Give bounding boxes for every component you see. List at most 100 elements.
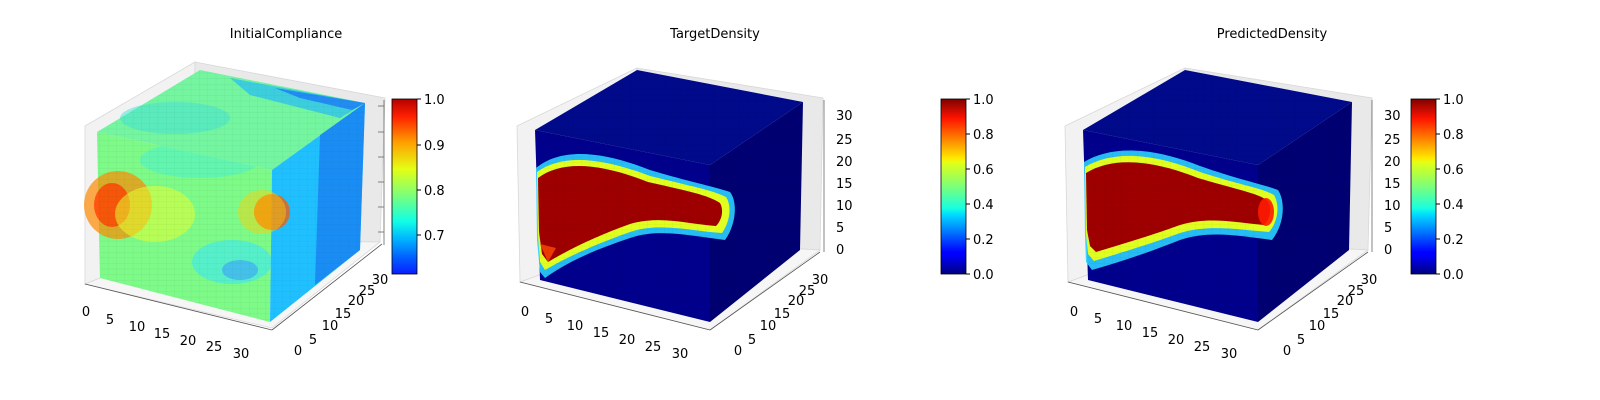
x-tick-label: 25 — [206, 340, 223, 355]
colorbar-tick-label: 0.0 — [1443, 268, 1464, 283]
panel-target-density: TargetDensity 0 5 10 15 — [516, 27, 994, 362]
colorbar-tick-label: 0.2 — [1443, 233, 1464, 248]
y-tick-label: 30 — [812, 273, 829, 288]
x-tick-label: 20 — [619, 333, 636, 348]
x-tick-label: 10 — [129, 320, 146, 335]
z-tick-label: 0 — [836, 243, 844, 258]
z-tick-label: 20 — [836, 155, 853, 170]
colorbar: 1.0 0.8 0.6 0.4 0.2 0.0 — [940, 93, 994, 283]
y-tick-label: 0 — [734, 344, 742, 359]
x-tick-label: 15 — [593, 326, 610, 341]
x-tick-label: 30 — [672, 347, 689, 362]
panel-predicted-density: PredictedDensity 0 5 10 15 — [1064, 27, 1464, 362]
y-axis: 0 5 10 15 20 25 30 — [1257, 251, 1378, 359]
z-tick-label: 10 — [1384, 199, 1401, 214]
y-axis: 0 5 10 15 20 25 30 — [709, 251, 829, 359]
x-axis: 0 5 10 15 20 25 30 — [519, 281, 711, 362]
panel-title: InitialCompliance — [230, 27, 343, 42]
y-tick-label: 25 — [1348, 284, 1365, 299]
x-tick-label: 0 — [521, 305, 529, 320]
z-tick-label: 25 — [836, 133, 853, 148]
colorbar-tick-label: 0.0 — [973, 268, 994, 283]
colorbar-tick-label: 0.4 — [1443, 198, 1464, 213]
colorbar-tick-label: 0.7 — [424, 229, 445, 244]
cube-right-face — [238, 103, 365, 322]
cube-top-face — [1083, 70, 1352, 165]
panel-initial-compliance: InitialCompliance — [82, 27, 445, 362]
z-tick-label: 30 — [1384, 109, 1401, 124]
y-tick-label: 5 — [748, 333, 756, 348]
x-tick-label: 0 — [1070, 305, 1078, 320]
z-tick-label: 30 — [836, 109, 853, 124]
x-tick-label: 20 — [180, 334, 197, 349]
colorbar-tick-label: 0.6 — [973, 163, 994, 178]
colorbar-tick-label: 0.6 — [1443, 163, 1464, 178]
y-tick-label: 15 — [335, 307, 352, 322]
cube-top-face — [97, 70, 365, 170]
y-tick-label: 0 — [294, 344, 302, 359]
z-tick-label: 0 — [1384, 243, 1392, 258]
colorbar-tick-label: 1.0 — [973, 93, 994, 108]
colorbar-gradient — [391, 98, 418, 275]
colorbar: 1.0 0.8 0.6 0.4 0.2 0.0 — [1410, 93, 1464, 283]
y-axis: 0 5 10 15 20 25 30 — [271, 243, 389, 359]
colorbar-gradient — [940, 98, 967, 275]
panel-title: PredictedDensity — [1217, 27, 1328, 42]
x-tick-label: 0 — [82, 305, 90, 320]
y-tick-label: 30 — [372, 273, 389, 288]
z-tick-label: 10 — [836, 199, 853, 214]
x-tick-label: 5 — [1094, 312, 1102, 327]
y-tick-label: 5 — [1297, 333, 1305, 348]
y-tick-label: 0 — [1283, 344, 1291, 359]
y-tick-label: 20 — [348, 294, 365, 309]
y-tick-label: 25 — [359, 284, 376, 299]
x-tick-label: 5 — [106, 313, 114, 328]
y-tick-label: 25 — [799, 284, 816, 299]
colorbar-tick-label: 1.0 — [1443, 93, 1464, 108]
colorbar-gradient — [1410, 98, 1437, 275]
x-tick-label: 15 — [1142, 326, 1159, 341]
z-tick-label: 15 — [1384, 177, 1401, 192]
x-axis: 0 5 10 15 20 25 30 — [1067, 281, 1259, 362]
cube-right-face — [1258, 102, 1352, 322]
colorbar-tick-label: 0.4 — [973, 198, 994, 213]
z-axis — [378, 100, 385, 245]
z-tick-label: 5 — [836, 221, 844, 236]
y-tick-label: 5 — [309, 333, 317, 348]
x-tick-label: 20 — [1168, 333, 1185, 348]
cube-front-face — [1083, 130, 1283, 322]
cube-top-face — [535, 70, 803, 165]
x-tick-label: 30 — [1221, 347, 1238, 362]
cube-right-face — [710, 102, 803, 322]
y-tick-label: 10 — [760, 319, 777, 334]
x-axis: 0 5 10 15 20 25 30 — [82, 283, 273, 362]
colorbar-tick-label: 0.9 — [424, 139, 445, 154]
x-tick-label: 5 — [545, 312, 553, 327]
y-tick-label: 30 — [1361, 273, 1378, 288]
colorbar: 1.0 0.9 0.8 0.7 — [391, 93, 445, 275]
y-tick-label: 10 — [322, 319, 339, 334]
colorbar-tick-label: 0.8 — [973, 128, 994, 143]
cube-front-face — [535, 130, 735, 322]
x-tick-label: 10 — [1116, 319, 1133, 334]
y-tick-label: 10 — [1309, 319, 1326, 334]
z-tick-label: 15 — [836, 177, 853, 192]
y-tick-label: 15 — [1323, 307, 1340, 322]
z-axis: 0 5 10 15 20 25 30 — [1371, 100, 1401, 258]
z-tick-label: 5 — [1384, 221, 1392, 236]
z-tick-label: 20 — [1384, 155, 1401, 170]
cube-front-face — [84, 132, 272, 322]
x-tick-label: 25 — [645, 340, 662, 355]
colorbar-tick-label: 1.0 — [424, 93, 445, 108]
x-tick-label: 10 — [567, 319, 584, 334]
colorbar-tick-label: 0.8 — [424, 184, 445, 199]
panel-title: TargetDensity — [669, 27, 760, 42]
colorbar-tick-label: 0.2 — [973, 233, 994, 248]
x-tick-label: 25 — [1194, 340, 1211, 355]
y-tick-label: 20 — [788, 294, 805, 309]
x-tick-label: 30 — [233, 347, 250, 362]
y-tick-label: 15 — [774, 307, 791, 322]
colorbar-tick-label: 0.8 — [1443, 128, 1464, 143]
x-tick-label: 15 — [154, 327, 171, 342]
